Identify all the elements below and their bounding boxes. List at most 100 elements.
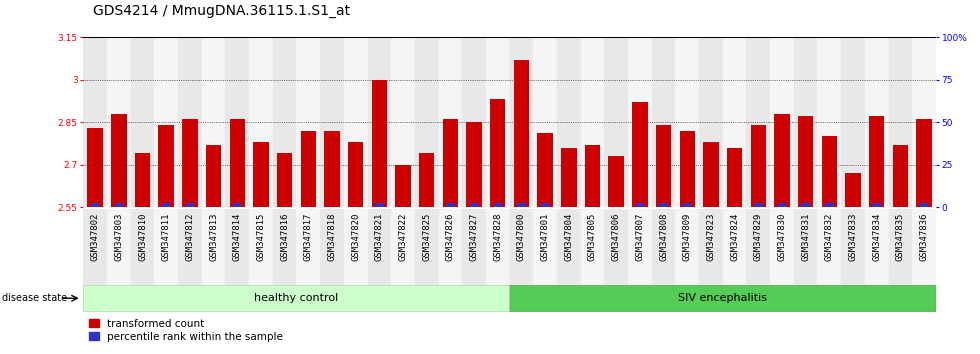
Bar [202, 209, 225, 285]
Bar [660, 203, 667, 207]
Bar [463, 209, 486, 285]
Text: GSM347823: GSM347823 [707, 213, 715, 261]
Bar [249, 37, 272, 207]
Bar [751, 125, 766, 207]
Bar [557, 209, 580, 285]
Text: GSM347808: GSM347808 [659, 213, 668, 261]
Bar [107, 209, 130, 285]
Bar [679, 131, 695, 207]
Text: GSM347821: GSM347821 [374, 213, 384, 261]
Bar [510, 37, 533, 207]
Bar [83, 209, 107, 285]
Bar [652, 37, 675, 207]
Bar [580, 209, 605, 285]
Bar [683, 203, 692, 207]
Bar [533, 37, 557, 207]
Bar [557, 37, 580, 207]
Text: GSM347827: GSM347827 [469, 213, 478, 261]
Bar [178, 209, 202, 285]
Bar [699, 209, 722, 285]
Text: GSM347833: GSM347833 [849, 213, 858, 261]
Bar [747, 37, 770, 207]
Text: GSM347815: GSM347815 [257, 213, 266, 261]
Bar [514, 60, 529, 207]
Bar [920, 203, 928, 207]
Bar [628, 209, 652, 285]
Text: GSM347830: GSM347830 [777, 213, 787, 261]
Bar [182, 119, 198, 207]
Bar [865, 209, 889, 285]
Text: GSM347813: GSM347813 [209, 213, 219, 261]
Bar [675, 37, 699, 207]
Bar [517, 203, 525, 207]
Bar [225, 209, 249, 285]
Bar [391, 209, 415, 285]
Text: GSM347836: GSM347836 [919, 213, 929, 261]
Text: GSM347802: GSM347802 [90, 213, 100, 261]
Bar [675, 209, 699, 285]
Bar [253, 142, 269, 207]
Bar [301, 131, 316, 207]
Text: GSM347814: GSM347814 [232, 213, 242, 261]
Bar [486, 209, 510, 285]
Bar [628, 37, 652, 207]
Bar [185, 203, 194, 207]
Bar [296, 37, 320, 207]
Bar [794, 37, 817, 207]
Bar [178, 37, 202, 207]
Bar [391, 37, 415, 207]
Bar [747, 209, 770, 285]
Bar [798, 116, 813, 207]
Bar [115, 203, 123, 207]
Bar [130, 37, 155, 207]
Bar [916, 119, 932, 207]
Bar [872, 203, 881, 207]
Bar [889, 37, 912, 207]
Bar [912, 37, 936, 207]
Text: GSM347828: GSM347828 [493, 213, 503, 261]
Bar [296, 209, 320, 285]
Text: GSM347832: GSM347832 [825, 213, 834, 261]
Bar [249, 209, 272, 285]
Text: GSM347807: GSM347807 [635, 213, 645, 261]
Text: GSM347825: GSM347825 [422, 213, 431, 261]
Bar [632, 102, 648, 207]
Text: GSM347820: GSM347820 [351, 213, 361, 261]
Bar [107, 37, 130, 207]
Text: SIV encephalitis: SIV encephalitis [678, 293, 767, 303]
Bar [494, 203, 502, 207]
Bar [585, 145, 600, 207]
Bar [206, 145, 221, 207]
Bar [770, 209, 794, 285]
Bar [869, 116, 884, 207]
Bar [770, 37, 794, 207]
Bar [846, 173, 860, 207]
Bar [727, 148, 742, 207]
Text: GSM347817: GSM347817 [304, 213, 313, 261]
Bar [344, 37, 368, 207]
Bar [562, 148, 576, 207]
Bar [320, 209, 344, 285]
Bar [490, 99, 506, 207]
Bar [463, 37, 486, 207]
Bar [605, 209, 628, 285]
Bar [699, 37, 722, 207]
Text: GDS4214 / MmugDNA.36115.1.S1_at: GDS4214 / MmugDNA.36115.1.S1_at [93, 4, 350, 18]
Bar [821, 136, 837, 207]
Text: healthy control: healthy control [255, 293, 338, 303]
Bar [135, 153, 150, 207]
Bar [87, 128, 103, 207]
Bar [794, 209, 817, 285]
Bar [893, 145, 908, 207]
Text: GSM347804: GSM347804 [564, 213, 573, 261]
Bar [155, 209, 178, 285]
Bar [723, 37, 747, 207]
Bar [754, 203, 762, 207]
Text: GSM347809: GSM347809 [683, 213, 692, 261]
Bar [469, 203, 478, 207]
Bar [162, 203, 171, 207]
Bar [415, 209, 438, 285]
Bar [580, 37, 605, 207]
Bar [466, 122, 482, 207]
Text: disease state: disease state [2, 293, 67, 303]
